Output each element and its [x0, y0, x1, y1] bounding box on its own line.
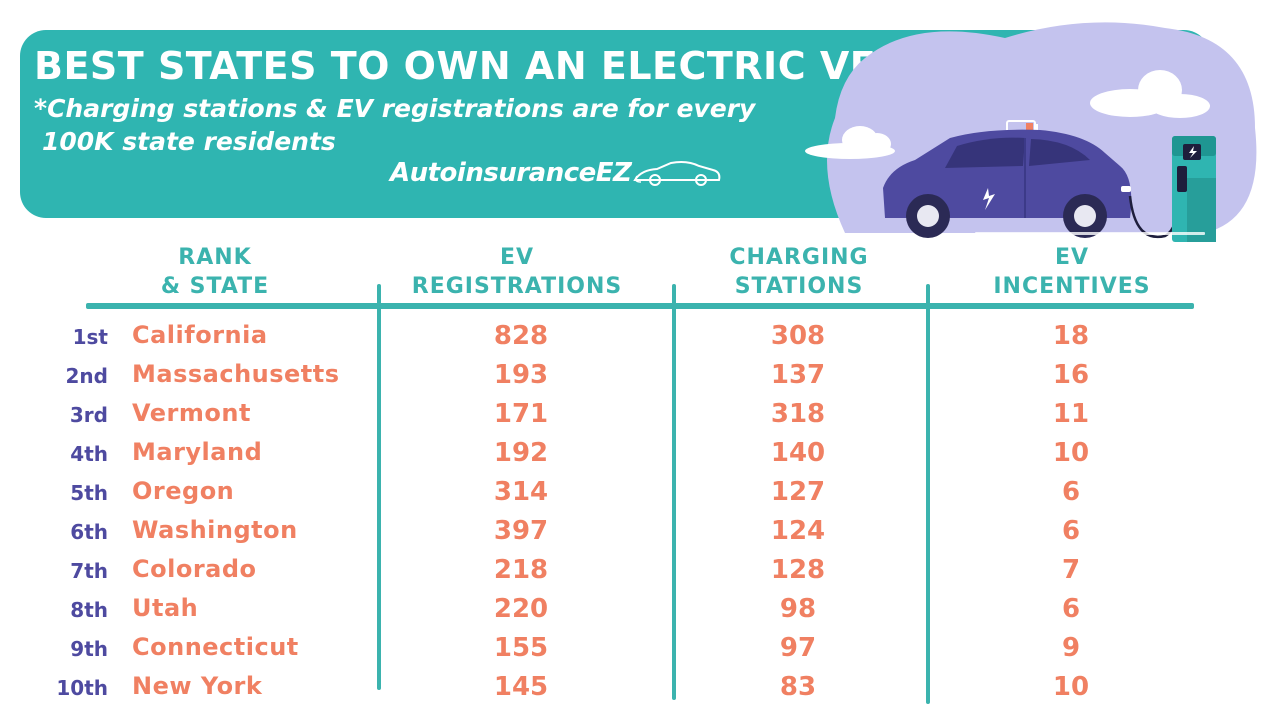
table-row: 1st California 828 308 18 [0, 319, 1280, 358]
ev-incentives-value: 18 [1052, 321, 1090, 351]
charging-stations-value: 98 [779, 594, 817, 624]
charging-station-icon [1172, 136, 1216, 242]
charging-stations-value: 140 [770, 438, 826, 468]
state-name: Maryland [132, 438, 263, 466]
table-row: 3rd Vermont 171 318 11 [0, 397, 1280, 436]
ev-registrations-value: 192 [493, 438, 549, 468]
state-name: Massachusetts [132, 360, 340, 388]
ev-illustration [805, 22, 1257, 242]
table-row: 5th Oregon 314 127 6 [0, 475, 1280, 514]
table-row: 8th Utah 220 98 6 [0, 592, 1280, 631]
charging-stations-value: 318 [770, 399, 826, 429]
column-divider [672, 284, 676, 700]
column-divider [926, 284, 930, 704]
ev-registrations-value: 193 [493, 360, 549, 390]
table-row: 6th Washington 397 124 6 [0, 514, 1280, 553]
state-name: California [132, 321, 268, 349]
ground-line [975, 232, 1205, 235]
charging-stations-value: 308 [770, 321, 826, 351]
charging-stations-value: 124 [770, 516, 826, 546]
subtitle-line-1: *Charging stations & EV registrations ar… [34, 94, 756, 123]
ev-registrations-value: 314 [493, 477, 549, 507]
rank-label: 6th [70, 520, 108, 544]
ev-registrations-value: 155 [493, 633, 549, 663]
rank-label: 3rd [69, 403, 108, 427]
rank-label: 4th [70, 442, 108, 466]
state-name: New York [132, 672, 263, 700]
state-name: Utah [132, 594, 199, 622]
subtitle-line-2: 100K state residents [42, 127, 336, 156]
ev-registrations-value: 220 [493, 594, 549, 624]
rank-label: 5th [70, 481, 108, 505]
ev-incentives-value: 6 [1061, 477, 1081, 507]
column-header-ev-registrations: EV REGISTRATIONS [411, 245, 623, 299]
subtitle: *Charging stations & EV registrations ar… [34, 92, 794, 158]
rank-label: 10th [56, 676, 108, 700]
brand-logo: AutoinsuranceEZ [390, 158, 723, 188]
car-icon [883, 129, 1132, 238]
ev-incentives-value: 6 [1061, 594, 1081, 624]
ev-registrations-value: 828 [493, 321, 549, 351]
ev-registrations-value: 397 [493, 516, 549, 546]
ev-incentives-value: 11 [1052, 399, 1090, 429]
cloud-icon [805, 126, 895, 159]
rank-label: 7th [70, 559, 108, 583]
rank-label: 1st [72, 325, 108, 349]
ev-incentives-value: 7 [1061, 555, 1081, 585]
cloud-icon [1090, 70, 1210, 118]
rank-label: 9th [70, 637, 108, 661]
page-title: BEST STATES TO OWN AN ELECTRIC VEHICLE [34, 44, 1003, 88]
charging-stations-value: 128 [770, 555, 826, 585]
ev-incentives-value: 10 [1052, 672, 1090, 702]
ev-registrations-value: 171 [493, 399, 549, 429]
table-row: 7th Colorado 218 128 7 [0, 553, 1280, 592]
charging-stations-value: 127 [770, 477, 826, 507]
column-header-ev-incentives: EV INCENTIVES [993, 245, 1151, 299]
state-name: Washington [132, 516, 298, 544]
header-divider [86, 303, 1194, 309]
table-row: 10th New York 145 83 10 [0, 670, 1280, 709]
logo-text: AutoinsuranceEZ [390, 158, 632, 188]
table-row: 9th Connecticut 155 97 9 [0, 631, 1280, 670]
car-logo-icon [633, 161, 721, 186]
charging-stations-value: 137 [770, 360, 826, 390]
rank-label: 8th [70, 598, 108, 622]
state-name: Connecticut [132, 633, 299, 661]
column-header-charging-stations: CHARGING STATIONS [729, 245, 869, 299]
ev-registrations-value: 218 [493, 555, 549, 585]
state-name: Oregon [132, 477, 235, 505]
column-header-rank-state: RANK & STATE [160, 245, 270, 299]
column-divider [377, 284, 381, 690]
state-name: Colorado [132, 555, 257, 583]
charging-stations-value: 97 [779, 633, 817, 663]
table-row: 4th Maryland 192 140 10 [0, 436, 1280, 475]
ev-incentives-value: 16 [1052, 360, 1090, 390]
charging-stations-value: 83 [779, 672, 817, 702]
state-name: Vermont [132, 399, 251, 427]
ev-incentives-value: 10 [1052, 438, 1090, 468]
ev-incentives-value: 6 [1061, 516, 1081, 546]
ev-incentives-value: 9 [1061, 633, 1081, 663]
rank-label: 2nd [65, 364, 108, 388]
ev-registrations-value: 145 [493, 672, 549, 702]
table-row: 2nd Massachusetts 193 137 16 [0, 358, 1280, 397]
